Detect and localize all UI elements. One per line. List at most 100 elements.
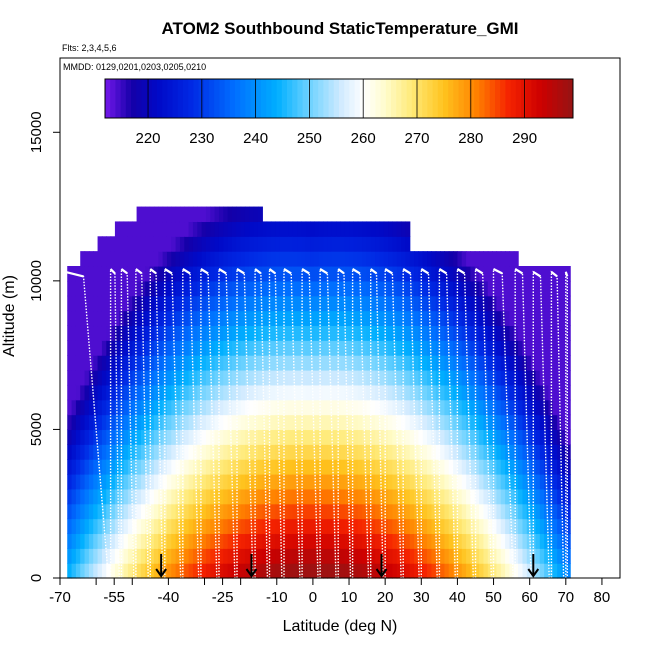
heatmap-cell bbox=[270, 280, 276, 297]
heatmap-cell bbox=[262, 325, 268, 341]
heatmap-cell bbox=[349, 280, 354, 297]
heatmap-cell bbox=[297, 399, 302, 416]
flight-level-segment bbox=[120, 268, 128, 275]
heatmap-cell bbox=[539, 459, 545, 475]
heatmap-cell bbox=[340, 221, 346, 237]
heatmap-cell bbox=[136, 488, 142, 505]
heatmap-cell bbox=[184, 266, 190, 282]
heatmap-cell bbox=[275, 266, 281, 282]
heatmap-cell bbox=[370, 325, 376, 341]
heatmap-cell bbox=[422, 251, 428, 267]
heatmap-cell bbox=[123, 384, 129, 401]
heatmap-cell bbox=[331, 474, 337, 490]
heatmap-cell bbox=[266, 399, 272, 416]
heatmap-cell bbox=[140, 488, 146, 505]
heatmap-cell bbox=[305, 340, 311, 356]
heatmap-cell bbox=[292, 474, 298, 490]
heatmap-cell bbox=[262, 266, 268, 282]
heatmap-cell bbox=[75, 280, 81, 297]
heatmap-cell bbox=[279, 488, 285, 505]
heatmap-cell bbox=[158, 518, 164, 535]
heatmap-cell bbox=[349, 518, 354, 535]
heatmap-cell bbox=[132, 518, 138, 535]
heatmap-cell bbox=[509, 266, 515, 282]
heatmap-cell bbox=[93, 474, 99, 490]
heatmap-cell bbox=[149, 325, 155, 341]
heatmap-cell bbox=[201, 340, 207, 356]
heatmap-cell bbox=[492, 384, 498, 401]
heatmap-cell bbox=[366, 355, 372, 371]
heatmap-cell bbox=[470, 474, 476, 490]
heatmap-cell bbox=[500, 533, 506, 549]
heatmap-cell bbox=[518, 295, 524, 312]
heatmap-cell bbox=[331, 563, 337, 579]
heatmap-cell bbox=[518, 414, 524, 431]
heatmap-cell bbox=[565, 384, 571, 401]
heatmap-cell bbox=[418, 310, 424, 327]
heatmap-cell bbox=[184, 251, 190, 267]
x-tick-label: 10 bbox=[341, 589, 358, 606]
heatmap-cell bbox=[101, 384, 107, 401]
y-tick-label: 0 bbox=[28, 574, 45, 582]
heatmap-cell bbox=[401, 414, 406, 431]
heatmap-cell bbox=[327, 310, 333, 327]
colorbar-segment bbox=[292, 79, 298, 118]
heatmap-cell bbox=[218, 414, 224, 431]
heatmap-cell bbox=[284, 295, 289, 312]
heatmap-cell bbox=[136, 266, 142, 282]
heatmap-cell bbox=[474, 414, 480, 431]
heatmap-cell bbox=[314, 429, 320, 445]
heatmap-cell bbox=[470, 518, 476, 535]
colorbar-segment bbox=[536, 79, 543, 118]
heatmap-cell bbox=[192, 488, 198, 505]
heatmap-cell bbox=[236, 399, 242, 416]
heatmap-cell bbox=[557, 474, 563, 490]
heatmap-cell bbox=[71, 533, 77, 549]
heatmap-cell bbox=[223, 459, 229, 475]
colorbar-segment bbox=[344, 79, 350, 118]
heatmap-cell bbox=[431, 429, 437, 445]
heatmap-cell bbox=[487, 295, 493, 312]
heatmap-cell bbox=[366, 236, 372, 252]
heatmap-cell bbox=[357, 414, 363, 431]
heatmap-cell bbox=[561, 548, 567, 564]
heatmap-cell bbox=[201, 563, 207, 579]
heatmap-cell bbox=[149, 206, 155, 223]
heatmap-cell bbox=[461, 548, 467, 564]
heatmap-cell bbox=[383, 266, 389, 282]
heatmap-cell bbox=[531, 295, 537, 312]
heatmap-cell bbox=[179, 429, 185, 445]
heatmap-cell bbox=[166, 340, 172, 356]
heatmap-cell bbox=[253, 221, 259, 237]
heatmap-cell bbox=[184, 206, 190, 223]
heatmap-cell bbox=[396, 325, 402, 341]
heatmap-cell bbox=[561, 503, 567, 520]
heatmap-cell bbox=[314, 370, 320, 386]
heatmap-cell bbox=[483, 503, 489, 520]
heatmap-cell bbox=[310, 429, 315, 445]
heatmap-cell bbox=[388, 399, 393, 416]
heatmap-cell bbox=[448, 251, 454, 267]
heatmap-cell bbox=[288, 414, 294, 431]
heatmap-cell bbox=[166, 221, 172, 237]
heatmap-cell bbox=[205, 370, 211, 386]
heatmap-cell bbox=[457, 488, 463, 505]
heatmap-cell bbox=[175, 503, 181, 520]
heatmap-cell bbox=[349, 459, 354, 475]
heatmap-cell bbox=[310, 548, 315, 564]
heatmap-cell bbox=[231, 488, 237, 505]
heatmap-cell bbox=[110, 444, 116, 460]
heatmap-cell bbox=[244, 429, 250, 445]
heatmap-cell bbox=[440, 355, 446, 371]
heatmap-cell bbox=[379, 503, 385, 520]
heatmap-cell bbox=[366, 340, 372, 356]
heatmap-cell bbox=[435, 533, 441, 549]
heatmap-cell bbox=[409, 355, 415, 371]
heatmap-cell bbox=[509, 518, 515, 535]
heatmap-cell bbox=[353, 280, 359, 297]
heatmap-cell bbox=[535, 355, 541, 371]
heatmap-cell bbox=[375, 459, 380, 475]
heatmap-cell bbox=[71, 399, 77, 416]
x-tick-label: -40 bbox=[158, 589, 180, 606]
heatmap-cell bbox=[427, 280, 433, 297]
